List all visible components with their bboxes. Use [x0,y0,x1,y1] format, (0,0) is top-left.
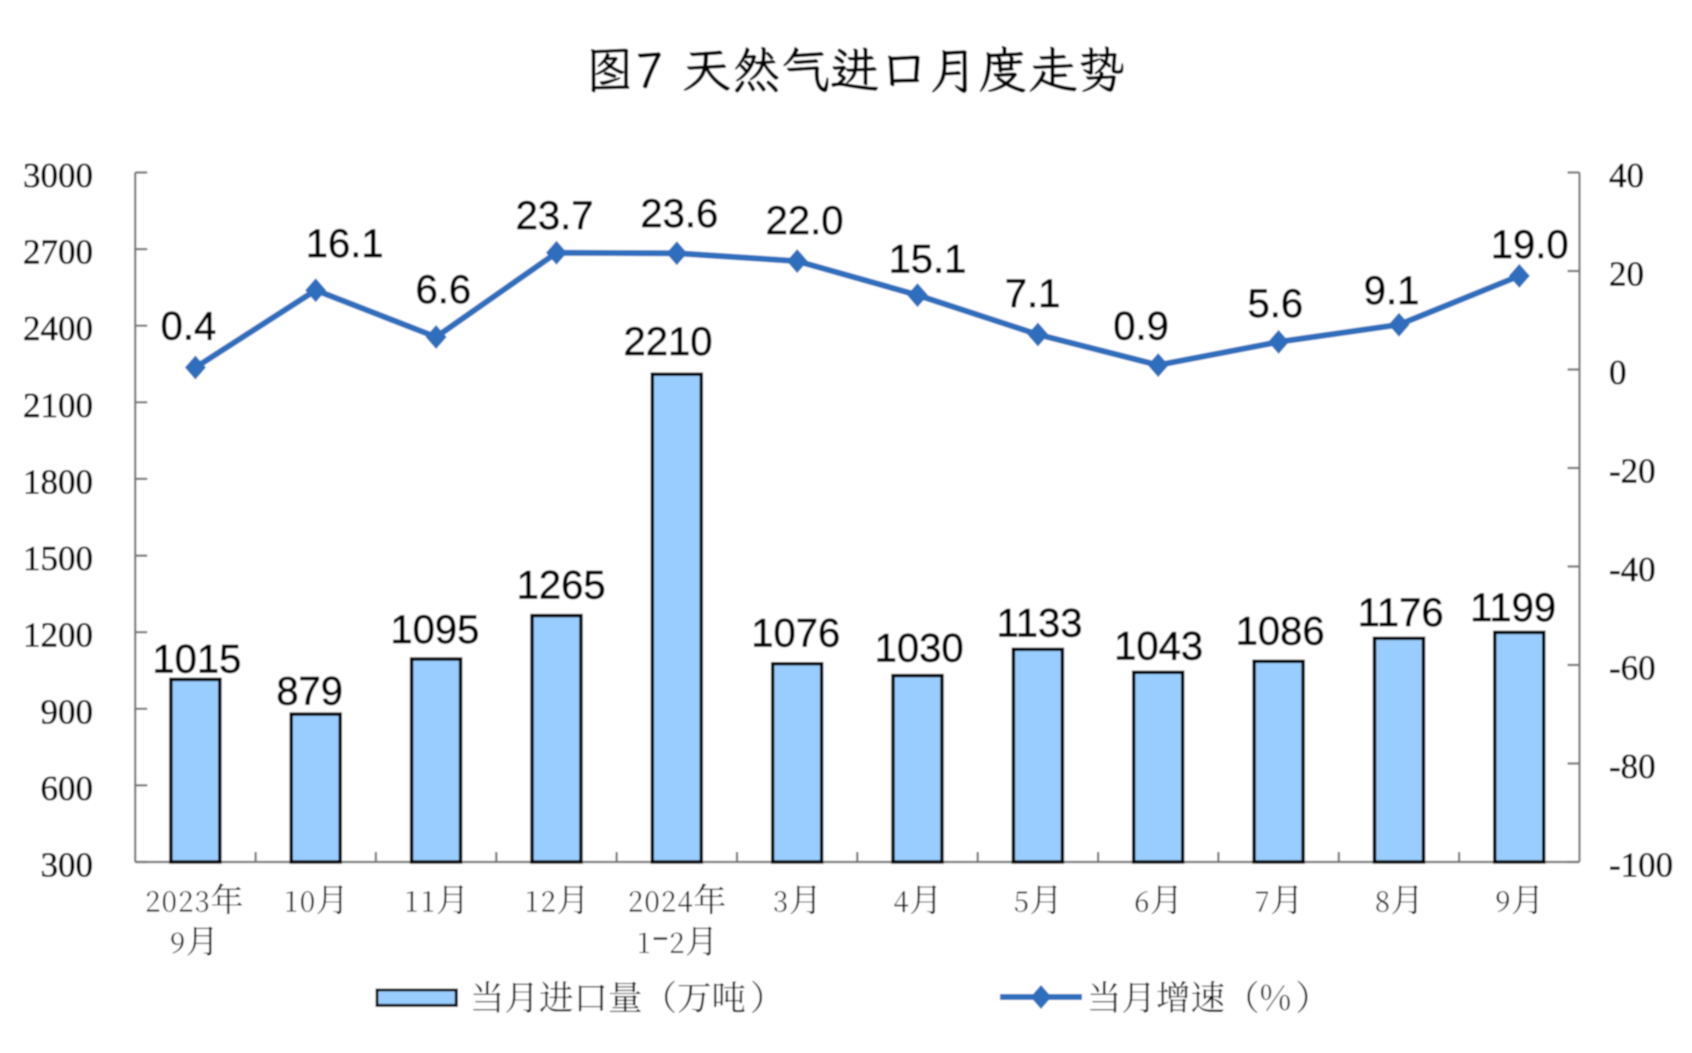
svg-text:600: 600 [41,769,94,808]
svg-text:19.0: 19.0 [1491,223,1569,267]
svg-text:879: 879 [276,669,343,713]
svg-text:1200: 1200 [23,616,93,655]
svg-text:2400: 2400 [23,309,93,348]
svg-text:1265: 1265 [517,563,606,607]
svg-text:40: 40 [1609,156,1644,195]
svg-text:9.1: 9.1 [1364,269,1420,313]
svg-text:16.1: 16.1 [306,222,384,266]
svg-text:1076: 1076 [751,611,840,655]
svg-text:3000: 3000 [23,156,93,195]
svg-text:300: 300 [41,846,94,885]
svg-text:2100: 2100 [23,386,93,425]
svg-text:-60: -60 [1609,649,1656,688]
svg-text:1043: 1043 [1114,625,1203,669]
svg-text:6.6: 6.6 [415,268,471,312]
svg-text:-80: -80 [1609,747,1656,786]
svg-text:20: 20 [1609,255,1644,294]
svg-text:-40: -40 [1609,550,1656,589]
svg-text:2210: 2210 [624,320,713,364]
svg-text:0: 0 [1609,353,1627,392]
svg-text:1086: 1086 [1236,610,1325,654]
svg-text:1176: 1176 [1358,591,1444,635]
svg-text:23.7: 23.7 [516,194,594,238]
svg-text:0.4: 0.4 [161,305,217,349]
svg-text:1500: 1500 [23,539,93,578]
svg-text:5.6: 5.6 [1247,282,1303,326]
svg-text:23.6: 23.6 [640,192,718,236]
svg-text:1133: 1133 [996,601,1082,645]
svg-text:-100: -100 [1609,846,1673,885]
svg-text:1030: 1030 [875,626,964,670]
svg-text:7.1: 7.1 [1005,272,1061,316]
svg-text:1095: 1095 [390,608,479,652]
svg-text:1199: 1199 [1470,586,1556,630]
svg-text:-20: -20 [1609,452,1656,491]
svg-text:15.1: 15.1 [889,238,967,282]
svg-text:900: 900 [41,692,94,731]
svg-text:1800: 1800 [23,462,93,501]
svg-text:1015: 1015 [152,638,241,682]
svg-text:22.0: 22.0 [766,199,844,243]
svg-text:0.9: 0.9 [1113,304,1169,348]
svg-text:2700: 2700 [23,233,93,272]
